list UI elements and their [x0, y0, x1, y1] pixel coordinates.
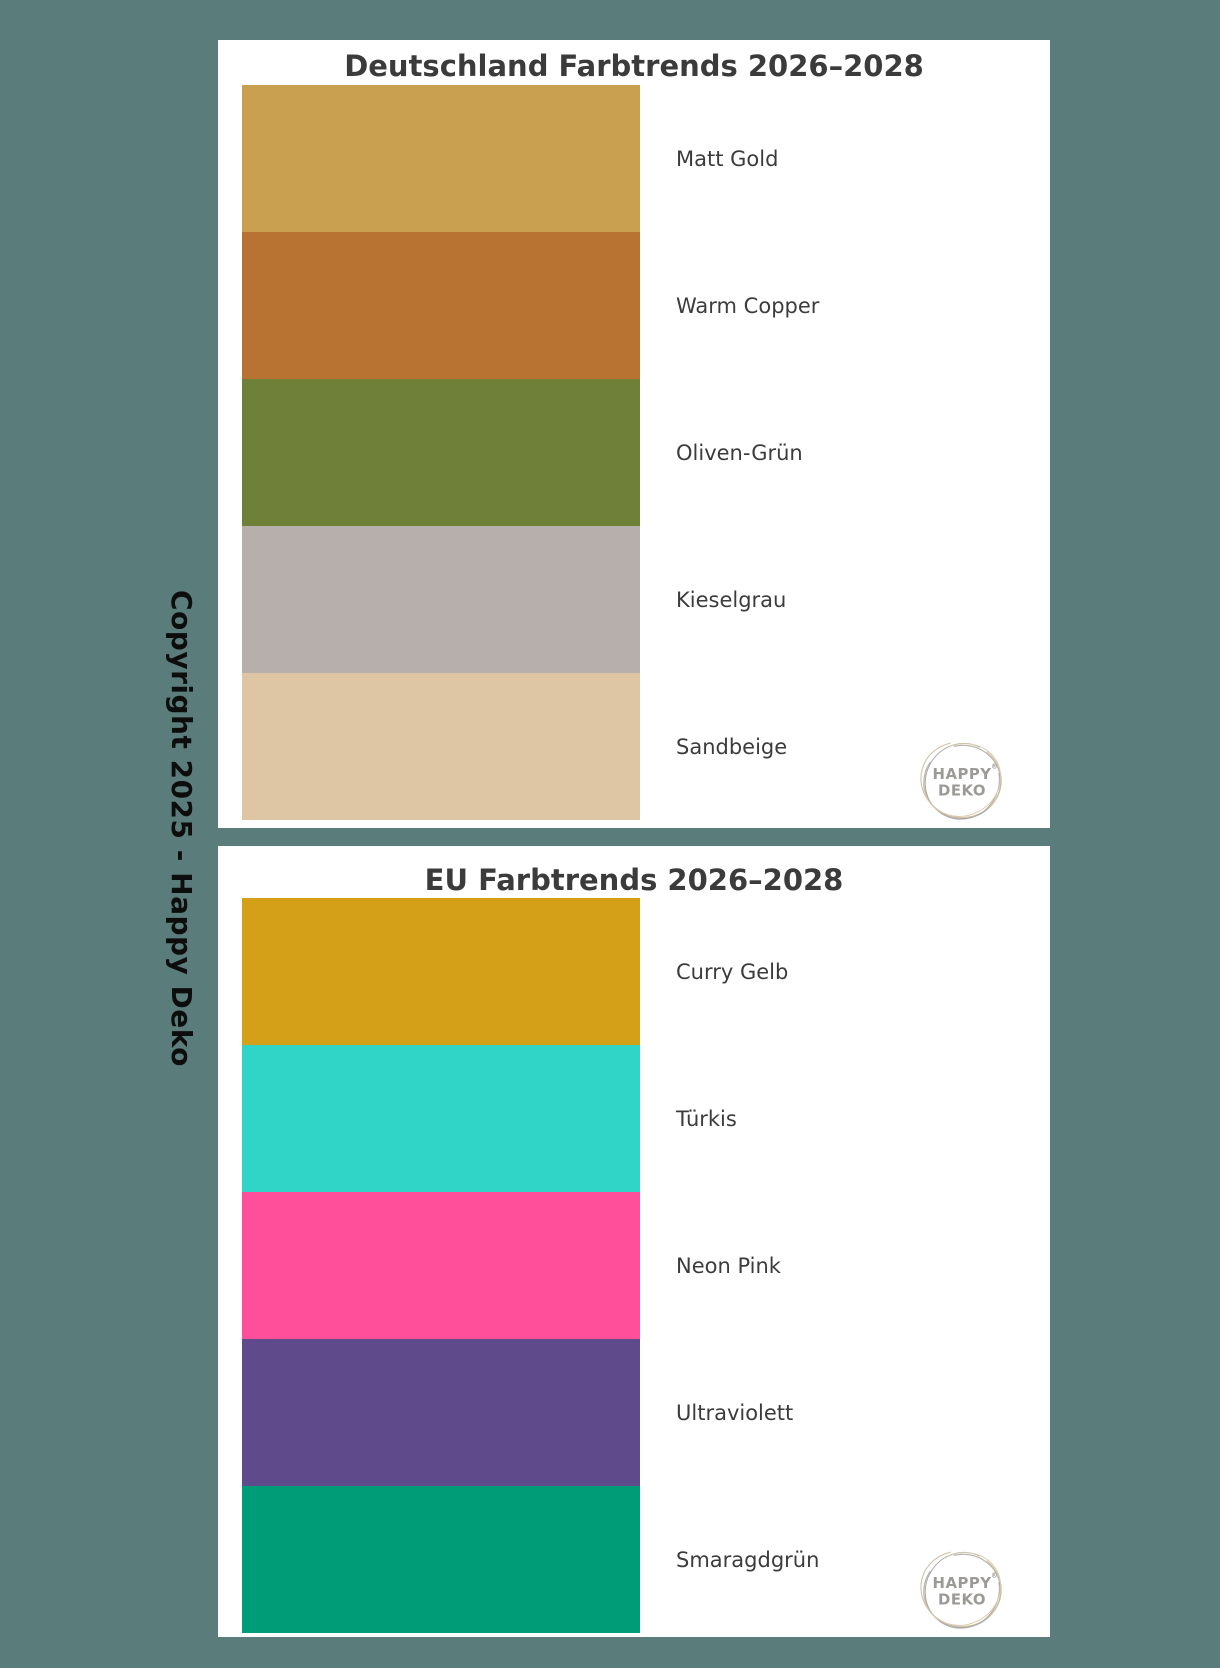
svg-text:®: ®	[991, 762, 998, 770]
swatch-label: Warm Copper	[676, 293, 820, 318]
swatch-label: Kieselgrau	[676, 587, 787, 612]
svg-text:®: ®	[991, 1571, 998, 1579]
swatch-row: Ultraviolett	[242, 1339, 1050, 1486]
swatch-stack: Curry Gelb Türkis Neon Pink Ultraviolett…	[242, 898, 1050, 1633]
swatch-stack: Matt Gold Warm Copper Oliven-Grün Kiesel…	[242, 85, 1050, 820]
svg-text:DEKO: DEKO	[938, 781, 986, 799]
happy-deko-logo-icon: HAPPY DEKO ®	[920, 1550, 1002, 1629]
swatch-label: Sandbeige	[676, 734, 788, 759]
swatch-label: Smaragdgrün	[676, 1547, 820, 1572]
swatch-label: Curry Gelb	[676, 959, 789, 984]
color-swatch	[242, 232, 640, 379]
color-swatch	[242, 673, 640, 820]
panel-eu: EU Farbtrends 2026–2028 Curry Gelb Türki…	[218, 846, 1050, 1637]
swatch-row: Smaragdgrün	[242, 1486, 1050, 1633]
swatch-label: Türkis	[676, 1106, 737, 1131]
swatch-row: Sandbeige	[242, 673, 1050, 820]
swatch-label: Neon Pink	[676, 1253, 781, 1278]
color-swatch	[242, 1045, 640, 1192]
swatch-row: Türkis	[242, 1045, 1050, 1192]
swatch-row: Curry Gelb	[242, 898, 1050, 1045]
swatch-row: Warm Copper	[242, 232, 1050, 379]
swatch-row: Neon Pink	[242, 1192, 1050, 1339]
copyright-text: Copyright 2025 - Happy Deko	[165, 590, 198, 1067]
happy-deko-logo-icon: HAPPY DEKO ®	[920, 741, 1002, 820]
svg-text:HAPPY: HAPPY	[933, 1574, 992, 1592]
color-swatch	[242, 85, 640, 232]
swatch-label: Ultraviolett	[676, 1400, 794, 1425]
panel-title-eu: EU Farbtrends 2026–2028	[424, 863, 844, 897]
color-swatch	[242, 1339, 640, 1486]
color-swatch	[242, 898, 640, 1045]
panel-title-deutschland: Deutschland Farbtrends 2026–2028	[344, 49, 924, 83]
happy-deko-logo: HAPPY DEKO ®	[914, 732, 1010, 828]
happy-deko-logo: HAPPY DEKO ®	[914, 1541, 1010, 1637]
color-swatch	[242, 379, 640, 526]
panel-deutschland: Deutschland Farbtrends 2026–2028 Matt Go…	[218, 40, 1050, 828]
color-swatch	[242, 1486, 640, 1633]
color-swatch	[242, 1192, 640, 1339]
color-swatch	[242, 526, 640, 673]
swatch-label: Oliven-Grün	[676, 440, 803, 465]
svg-text:DEKO: DEKO	[938, 1590, 986, 1608]
swatch-row: Matt Gold	[242, 85, 1050, 232]
swatch-label: Matt Gold	[676, 146, 779, 171]
swatch-row: Kieselgrau	[242, 526, 1050, 673]
swatch-row: Oliven-Grün	[242, 379, 1050, 526]
svg-text:HAPPY: HAPPY	[933, 765, 992, 783]
